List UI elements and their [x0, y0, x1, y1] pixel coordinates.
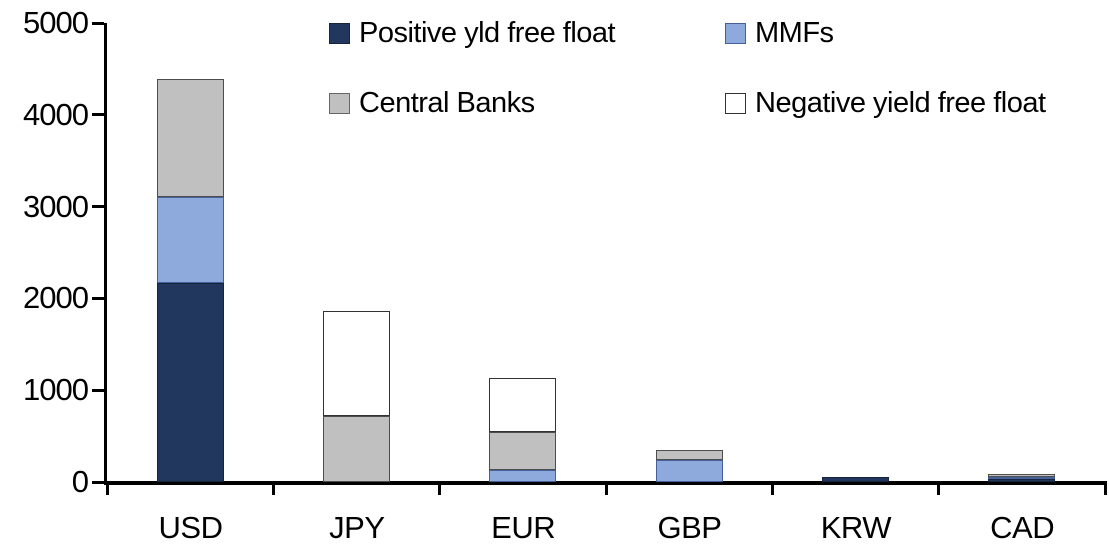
x-axis-line: [104, 481, 1107, 485]
bar-segment-usd-positive-yld-free-float: [156, 282, 224, 482]
legend-swatch-icon: [329, 92, 350, 114]
legend-label: MMFs: [755, 16, 834, 49]
bar-segment-cad-mmfs: [988, 476, 1056, 479]
bar-segment-usd-central-banks: [156, 79, 224, 198]
bar-segment-usd-mmfs: [156, 197, 224, 283]
x-category-label-eur: EUR: [491, 510, 556, 545]
y-tick-mark: [92, 21, 104, 25]
y-axis-line: [104, 23, 107, 484]
y-tick-mark: [92, 480, 104, 484]
bar-segment-jpy-negative-yield-free-float: [323, 311, 390, 417]
y-tick-mark: [92, 205, 104, 209]
legend-label: Central Banks: [359, 86, 535, 119]
bar-gbp: [655, 449, 723, 482]
bar-segment-cad-positive-yld-free-float: [988, 478, 1056, 482]
bar-segment-gbp-central-banks: [655, 449, 723, 461]
bar-krw: [822, 476, 889, 482]
x-tick-mark: [1103, 484, 1107, 495]
x-tick-mark: [770, 484, 774, 495]
bar-eur: [489, 378, 557, 482]
y-tick-mark: [92, 388, 104, 392]
legend-item-3: Negative yield free float: [725, 86, 1046, 119]
chart-legend: Positive yld free float MMFs Central Banks…: [329, 16, 1046, 119]
y-tick-label: 1000: [23, 372, 89, 408]
x-category-label-jpy: JPY: [329, 510, 385, 545]
y-tick-label: 3000: [23, 188, 89, 224]
legend-item-0: Positive yld free float: [329, 16, 725, 49]
y-tick-label: 2000: [23, 280, 89, 316]
x-tick-mark: [438, 484, 442, 495]
legend-swatch-icon: [725, 92, 746, 114]
bar-jpy: [323, 311, 390, 482]
legend-item-1: MMFs: [725, 16, 1046, 49]
y-tick-label: 4000: [23, 96, 89, 132]
y-tick-mark: [92, 296, 104, 300]
bar-segment-jpy-central-banks: [323, 416, 390, 482]
bar-segment-eur-mmfs: [489, 469, 557, 482]
legend-label: Negative yield free float: [755, 86, 1046, 119]
x-category-label-usd: USD: [158, 510, 223, 545]
y-tick-mark: [92, 113, 104, 117]
x-category-label-gbp: GBP: [657, 510, 722, 545]
x-tick-mark: [937, 484, 941, 495]
bar-segment-cad-central-banks: [988, 474, 1056, 477]
bar-segment-krw-positive-yld-free-float: [822, 476, 889, 482]
bar-usd: [156, 79, 224, 482]
bar-segment-gbp-mmfs: [655, 460, 723, 482]
bar-cad: [988, 474, 1056, 482]
y-tick-label: 0: [71, 464, 89, 499]
x-tick-mark: [105, 484, 109, 495]
x-tick-mark: [604, 484, 608, 495]
legend-label: Positive yld free float: [359, 16, 616, 49]
x-category-label-cad: CAD: [990, 510, 1055, 545]
x-category-label-krw: KRW: [820, 510, 892, 545]
legend-swatch-icon: [725, 22, 746, 44]
legend-swatch-icon: [329, 22, 350, 44]
bar-segment-eur-central-banks: [489, 431, 557, 470]
bar-segment-eur-negative-yield-free-float: [489, 378, 557, 432]
x-tick-mark: [271, 484, 275, 495]
y-tick-label: 5000: [23, 5, 89, 40]
legend-item-2: Central Banks: [329, 86, 725, 119]
